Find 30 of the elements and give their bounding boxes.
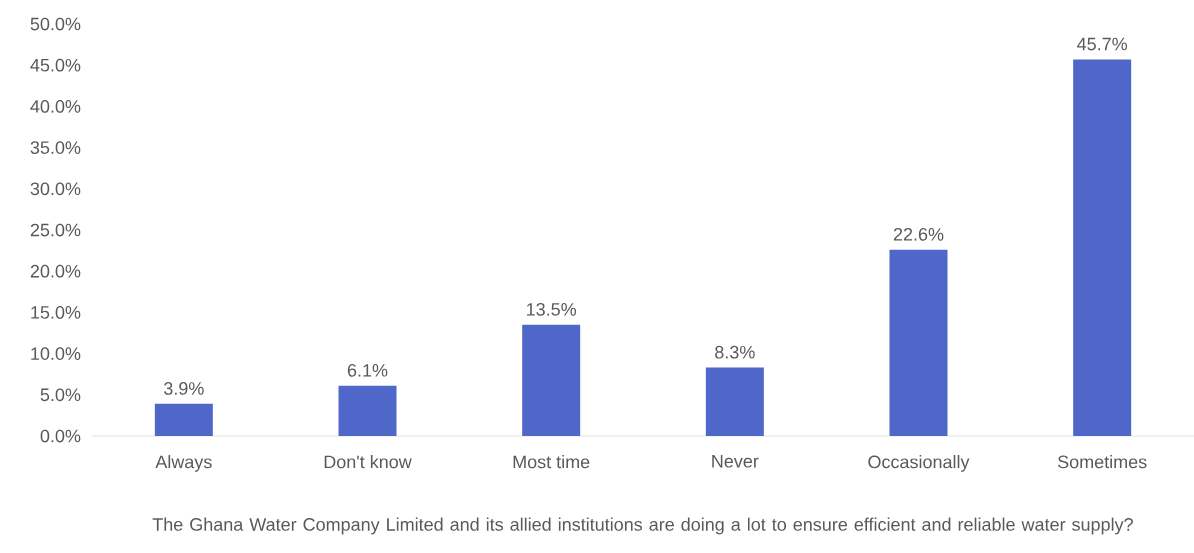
bar xyxy=(1073,59,1132,436)
y-tick-label: 0.0% xyxy=(40,429,81,443)
bar xyxy=(889,249,948,436)
data-label: 22.6% xyxy=(893,228,944,241)
y-tick-label: 40.0% xyxy=(30,100,81,113)
bar xyxy=(705,367,764,436)
bar xyxy=(522,324,581,436)
y-tick-label: 35.0% xyxy=(30,141,81,154)
data-label: 8.3% xyxy=(715,345,755,359)
x-tick-label: Always xyxy=(155,455,212,472)
data-label: 45.7% xyxy=(1077,37,1128,51)
y-tick-label: 45.0% xyxy=(30,58,81,72)
y-tick-label: 20.0% xyxy=(30,264,81,278)
data-label: 6.1% xyxy=(347,363,388,377)
bar xyxy=(154,403,213,436)
y-tick-label: 30.0% xyxy=(30,182,81,196)
x-tick-label: Don't know xyxy=(324,455,412,469)
x-tick-label: Most time xyxy=(513,455,590,469)
x-tick-label: Sometimes xyxy=(1057,455,1147,469)
y-tick-label: 5.0% xyxy=(40,388,81,402)
data-label: 13.5% xyxy=(527,302,577,316)
x-tick-label: Occasionally xyxy=(868,455,970,472)
y-tick-label: 50.0% xyxy=(30,17,81,31)
y-tick-label: 10.0% xyxy=(31,347,81,360)
bar xyxy=(338,385,397,436)
data-label: 3.9% xyxy=(164,382,204,395)
x-tick-label: Never xyxy=(712,455,759,468)
x-axis-title: The Ghana Water Company Limited and its allied institutions are doing a lot to ensure efficient and reliable water supply? xyxy=(152,517,1133,535)
y-tick-label: 15.0% xyxy=(31,306,81,319)
y-tick-label: 25.0% xyxy=(30,223,81,237)
